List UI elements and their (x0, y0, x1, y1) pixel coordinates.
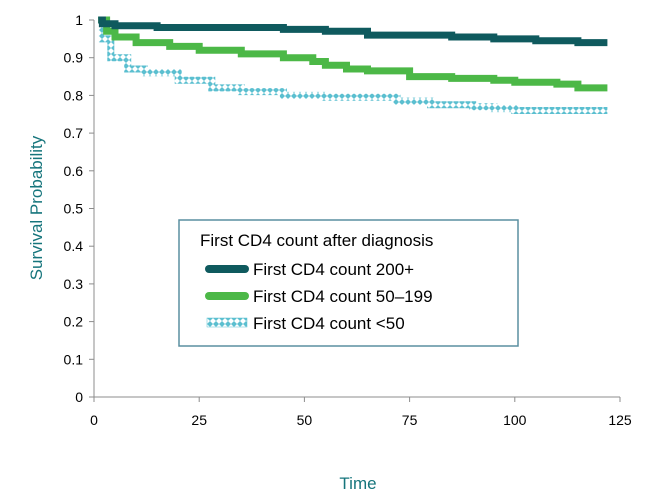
x-tick-label: 100 (503, 412, 527, 428)
legend-swatch-2 (206, 317, 248, 328)
legend-title: First CD4 count after diagnosis (200, 231, 433, 250)
legend-label-0: First CD4 count 200+ (253, 260, 414, 279)
y-axis-label: Survival Probability (27, 135, 46, 280)
y-tick-label: 0.2 (64, 314, 84, 330)
x-tick-label: 25 (191, 412, 207, 428)
y-tick-label: 0.4 (64, 238, 84, 254)
y-tick-label: 1 (75, 12, 83, 28)
x-axis-label: Time (339, 474, 376, 493)
x-tick-label: 50 (297, 412, 313, 428)
y-tick-label: 0.8 (64, 87, 84, 103)
legend-label-2: First CD4 count <50 (253, 314, 405, 333)
series-line-2 (98, 16, 608, 114)
y-tick-label: 0.5 (64, 201, 84, 217)
y-tick-label: 0.6 (64, 163, 84, 179)
x-tick-label: 0 (90, 412, 98, 428)
series-line-0 (98, 16, 608, 47)
legend-label-1: First CD4 count 50–199 (253, 287, 433, 306)
x-tick-label: 75 (402, 412, 418, 428)
x-tick-label: 125 (608, 412, 632, 428)
y-tick-label: 0.3 (64, 276, 84, 292)
series-line-1 (98, 16, 608, 92)
y-tick-label: 0.7 (64, 125, 84, 141)
y-tick-label: 0.9 (64, 50, 84, 66)
y-tick-label: 0 (75, 389, 83, 405)
y-tick-label: 0.1 (64, 351, 84, 367)
